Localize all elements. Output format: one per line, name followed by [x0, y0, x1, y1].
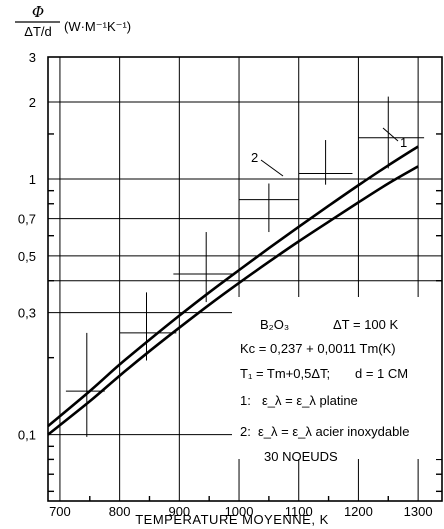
- x-tick-label: 1200: [344, 504, 373, 519]
- x-tick-label: 1300: [404, 504, 433, 519]
- legend-material: B₂O₃: [260, 317, 289, 332]
- legend-t1: T₁ = Tm+0,5ΔT;: [240, 366, 330, 381]
- legend-item1: ε_λ = ε_λ platine: [262, 393, 358, 408]
- series-curve-1: [47, 165, 419, 436]
- series-curve-2: [47, 145, 419, 428]
- legend-item2-number: 2:: [240, 424, 251, 439]
- y-tick-label: 0,5: [18, 249, 36, 264]
- legend: B₂O₃ ΔT = 100 K Kc = 0,237 + 0,0011 Tm(K…: [240, 317, 409, 464]
- curve-label-2-leader: [260, 159, 284, 177]
- curves: [47, 145, 419, 436]
- legend-box: [232, 297, 442, 459]
- y-axis-label: Φ ΔT/d (W·M⁻¹K⁻¹): [15, 3, 131, 39]
- x-tick-label: 800: [109, 504, 131, 519]
- y-tick-label: 1: [29, 172, 36, 187]
- y-axis-label-unit: (W·M⁻¹K⁻¹): [64, 19, 131, 34]
- y-tick-label: 0,1: [18, 428, 36, 443]
- y-tick-label: 0,7: [18, 212, 36, 227]
- curve-label-1-leader: [382, 127, 399, 142]
- legend-nodes: 30 NOEUDS: [264, 449, 338, 464]
- curve-label-1: 1: [400, 135, 407, 150]
- tick-labels: 700 800 900 1000 1100 1200 1300 0,1 0,3 0,5 0,7 1 2 3: [18, 50, 433, 519]
- x-axis-label: TEMPERATURE MOYENNE, K: [135, 512, 329, 527]
- x-tick-label: 700: [49, 504, 71, 519]
- y-tick-label: 0,3: [18, 306, 36, 321]
- y-tick-label: 3: [29, 50, 36, 65]
- error-bars: [65, 96, 425, 437]
- y-axis-label-denominator: ΔT/d: [24, 24, 51, 39]
- x-tick-label: 1000: [225, 504, 254, 519]
- y-tick-label: 2: [29, 95, 36, 110]
- curve-label-2: 2: [251, 150, 258, 165]
- legend-delta-t: ΔT = 100 K: [333, 317, 399, 332]
- plot-frame: [47, 56, 443, 502]
- x-tick-label: 1100: [285, 504, 313, 519]
- y-axis-label-numerator: Φ: [32, 3, 44, 21]
- legend-d: d = 1 CM: [355, 366, 408, 381]
- legend-kc: Kc = 0,237 + 0,0011 Tm(K): [240, 341, 396, 356]
- legend-item1-number: 1:: [240, 393, 251, 408]
- x-tick-label: 900: [168, 504, 190, 519]
- legend-item2: ε_λ = ε_λ acier inoxydable: [258, 424, 409, 439]
